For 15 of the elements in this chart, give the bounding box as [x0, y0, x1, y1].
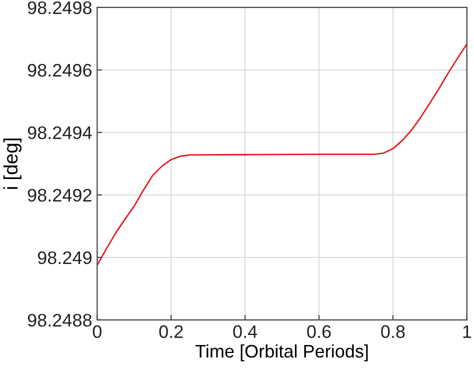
y-tick-label: 98.2492	[28, 188, 92, 202]
y-tick-label: 98.249	[38, 251, 92, 264]
line-series	[97, 43, 467, 266]
y-axis-title: i [deg]	[3, 138, 22, 189]
x-tick-label: 0.2	[159, 325, 183, 338]
x-tick-label: 0	[92, 325, 102, 338]
x-tick-label: 0.4	[233, 325, 258, 338]
x-axis-title: Time [Orbital Periods]	[195, 344, 368, 362]
x-tick-label: 1	[463, 325, 472, 338]
y-tick-label: 98.2494	[28, 126, 92, 140]
y-tick-label: 98.2498	[28, 1, 92, 14]
x-tick-label: 0.8	[381, 325, 405, 338]
y-tick-label: 98.2488	[28, 314, 92, 327]
y-tick-label: 98.2496	[28, 64, 92, 77]
x-tick-label: 0.6	[307, 325, 331, 338]
